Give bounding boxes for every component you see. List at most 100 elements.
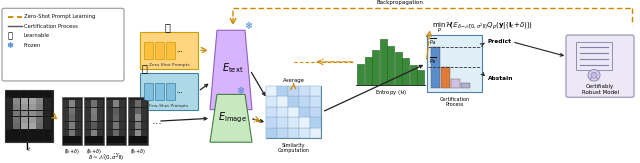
Bar: [6, 130, 13, 135]
Bar: [29, 98, 36, 104]
Bar: [387, 46, 394, 85]
Bar: [129, 108, 135, 114]
Bar: [144, 42, 153, 59]
Bar: [310, 86, 321, 96]
Bar: [166, 42, 175, 59]
Bar: [129, 122, 135, 129]
Polygon shape: [210, 94, 252, 142]
Bar: [288, 117, 299, 128]
Bar: [135, 108, 141, 114]
Bar: [13, 104, 20, 110]
Text: Predict: Predict: [488, 39, 512, 44]
Bar: [113, 108, 119, 114]
Bar: [36, 123, 43, 129]
Bar: [69, 136, 75, 143]
Bar: [91, 122, 97, 129]
Text: $\overline{p_A}$: $\overline{p_A}$: [429, 37, 436, 46]
Bar: [29, 123, 36, 129]
Text: $({\bf I}_t\!+\!\delta)$: $({\bf I}_t\!+\!\delta)$: [64, 147, 80, 156]
Bar: [21, 104, 28, 110]
Bar: [431, 47, 440, 88]
Bar: [36, 117, 43, 123]
Bar: [91, 130, 97, 136]
Bar: [75, 130, 81, 136]
Bar: [29, 135, 36, 141]
Bar: [394, 52, 401, 85]
Bar: [155, 83, 164, 100]
Bar: [365, 57, 371, 85]
Bar: [299, 86, 310, 96]
Bar: [266, 96, 277, 107]
Text: Certifiably
Robust Model: Certifiably Robust Model: [582, 84, 618, 95]
Bar: [21, 91, 28, 97]
Bar: [21, 123, 28, 129]
Text: ...: ...: [177, 89, 184, 95]
Bar: [62, 97, 82, 145]
Text: Similarity
Computation: Similarity Computation: [278, 143, 310, 153]
Text: Average: Average: [283, 78, 305, 82]
Bar: [129, 114, 135, 121]
Bar: [29, 117, 36, 123]
Bar: [107, 100, 113, 107]
Text: ❄: ❄: [244, 21, 252, 31]
Bar: [128, 97, 148, 145]
Bar: [357, 64, 364, 85]
Text: Backpropagation: Backpropagation: [376, 0, 424, 5]
Bar: [372, 50, 379, 85]
Bar: [135, 130, 141, 136]
Bar: [402, 58, 409, 85]
Bar: [6, 111, 13, 116]
Text: ❄: ❄: [6, 41, 13, 50]
Bar: [97, 130, 103, 136]
Bar: [44, 111, 51, 116]
Bar: [91, 100, 97, 107]
Bar: [85, 108, 91, 114]
Bar: [75, 136, 81, 143]
Bar: [141, 122, 147, 129]
Bar: [141, 130, 147, 136]
Bar: [299, 128, 310, 138]
Bar: [85, 114, 91, 121]
Bar: [141, 136, 147, 143]
Bar: [6, 123, 13, 129]
Bar: [85, 130, 91, 136]
Bar: [85, 122, 91, 129]
Bar: [310, 128, 321, 138]
Bar: [380, 39, 387, 85]
Bar: [119, 122, 125, 129]
Bar: [277, 96, 288, 107]
Bar: [310, 117, 321, 128]
Bar: [44, 117, 51, 123]
FancyBboxPatch shape: [2, 8, 124, 81]
Bar: [310, 96, 321, 107]
Bar: [13, 98, 20, 104]
Bar: [97, 136, 103, 143]
Bar: [155, 42, 164, 59]
Bar: [21, 111, 28, 116]
Bar: [277, 107, 288, 117]
Bar: [266, 86, 321, 138]
Bar: [63, 136, 69, 143]
Bar: [107, 122, 113, 129]
Bar: [141, 114, 147, 121]
Text: Certification
Process: Certification Process: [440, 97, 470, 107]
Bar: [299, 96, 310, 107]
Bar: [140, 73, 198, 110]
Text: $E_\mathrm{text}$: $E_\mathrm{text}$: [222, 61, 244, 75]
Bar: [277, 86, 288, 96]
Text: Zero-Shot Prompts: Zero-Shot Prompts: [148, 63, 189, 67]
Text: $\mathbf{I}_t$: $\mathbf{I}_t$: [26, 142, 33, 154]
Bar: [69, 108, 75, 114]
Bar: [266, 128, 277, 138]
Bar: [129, 136, 135, 143]
Bar: [299, 107, 310, 117]
Text: 🔥: 🔥: [8, 31, 13, 40]
Bar: [266, 86, 277, 96]
Bar: [441, 67, 450, 88]
Bar: [107, 136, 113, 143]
Bar: [141, 100, 147, 107]
Polygon shape: [210, 30, 252, 110]
Bar: [63, 122, 69, 129]
Text: 🔥: 🔥: [164, 22, 170, 32]
Bar: [69, 100, 75, 107]
